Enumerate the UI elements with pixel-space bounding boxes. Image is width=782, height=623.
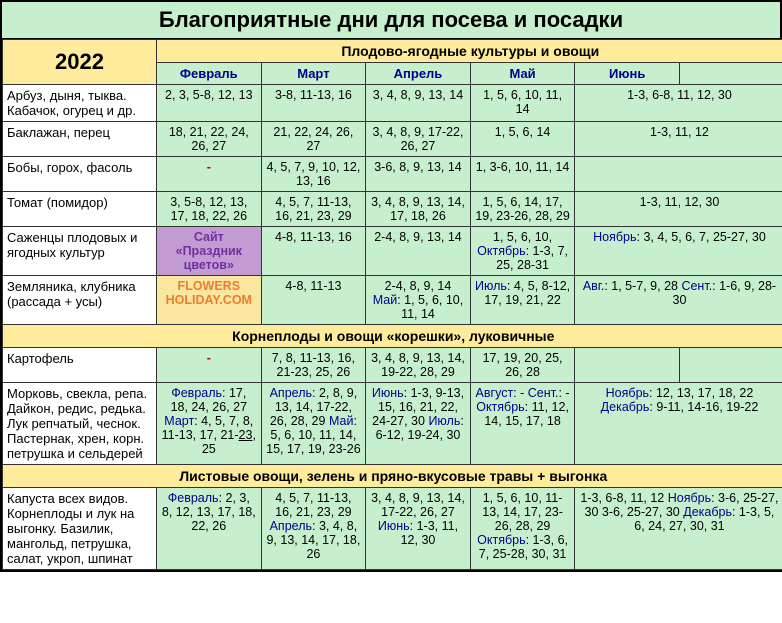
- month-header: Февраль: [157, 63, 262, 85]
- month-header: Май: [470, 63, 575, 85]
- data-cell: 17, 19, 20, 25, 26, 28: [470, 348, 575, 383]
- row-label: Морковь, свекла, репа. Дайкон, редис, ре…: [3, 383, 157, 465]
- data-cell: 4, 5, 7, 11-13, 16, 21, 23, 29: [261, 192, 366, 227]
- data-cell: 4, 5, 7, 11-13, 16, 21, 23, 29 Апрель: 3…: [261, 488, 366, 570]
- data-cell: 18, 21, 22, 24, 26, 27: [157, 122, 262, 157]
- data-cell: 3, 4, 8, 9, 17-22, 26, 27: [366, 122, 471, 157]
- data-cell: 1, 3-6, 10, 11, 14: [470, 157, 575, 192]
- data-cell: 4-8, 11-13, 16: [261, 227, 366, 276]
- data-cell: 7, 8, 11-13, 16, 21-23, 25, 26: [261, 348, 366, 383]
- data-cell: -: [157, 157, 262, 192]
- year-cell: 2022: [3, 40, 157, 85]
- row-label: Саженцы плодовых и ягодных культур: [3, 227, 157, 276]
- data-cell: Апрель: 2, 8, 9, 13, 14, 17-22, 26, 28, …: [261, 383, 366, 465]
- section-root: Корнеплоды и овощи «корешки», луковичные: [3, 325, 782, 348]
- data-cell: Август: - Сент.: - Октябрь: 11, 12, 14, …: [470, 383, 575, 465]
- data-cell: 3, 5-8, 12, 13, 17, 18, 22, 26: [157, 192, 262, 227]
- data-cell: [575, 348, 680, 383]
- data-cell: 3-6, 8, 9, 13, 14: [366, 157, 471, 192]
- row-label: Капуста всех видов. Корнеплоды и лук на …: [3, 488, 157, 570]
- month-header: Март: [261, 63, 366, 85]
- data-cell: 2-4, 8, 9, 14 Май: 1, 5, 6, 10, 11, 14: [366, 276, 471, 325]
- row-label: Бобы, горох, фасоль: [3, 157, 157, 192]
- row-label: Картофель: [3, 348, 157, 383]
- data-cell: Февраль: 2, 3, 8, 12, 13, 17, 18, 22, 26: [157, 488, 262, 570]
- data-cell: 2-4, 8, 9, 13, 14: [366, 227, 471, 276]
- data-cell: 4-8, 11-13: [261, 276, 366, 325]
- row-label: Томат (помидор): [3, 192, 157, 227]
- data-cell: 1-3, 11, 12, 30: [575, 192, 782, 227]
- calendar-wrapper: Благоприятные дни для посева и посадки 2…: [0, 0, 782, 572]
- data-cell: 1, 5, 6, 14: [470, 122, 575, 157]
- data-cell: 1, 5, 6, 10, Октябрь: 1-3, 7, 25, 28-31: [470, 227, 575, 276]
- data-cell: [575, 157, 782, 192]
- data-cell: 3, 4, 8, 9, 13, 14, 19-22, 28, 29: [366, 348, 471, 383]
- data-cell: 3, 4, 8, 9, 13, 14, 17, 18, 26: [366, 192, 471, 227]
- data-cell: Авг.: 1, 5-7, 9, 28 Сент.: 1-6, 9, 28-30: [575, 276, 782, 325]
- data-cell: 3, 4, 8, 9, 13, 14: [366, 85, 471, 122]
- data-cell: 2, 3, 5-8, 12, 13: [157, 85, 262, 122]
- row-label: Земляника, клубника (рассада + усы): [3, 276, 157, 325]
- data-cell: Сайт «Праздник цветов»: [157, 227, 262, 276]
- data-cell: [679, 348, 782, 383]
- data-cell: 1, 5, 6, 10, 11-13, 14, 17, 23-26, 28, 2…: [470, 488, 575, 570]
- data-cell: Ноябрь: 12, 13, 17, 18, 22 Декабрь: 9-11…: [575, 383, 782, 465]
- section-fruit: Плодово-ягодные культуры и овощи: [157, 40, 782, 63]
- data-cell: Февраль: 17, 18, 24, 26, 27 Март: 4, 5, …: [157, 383, 262, 465]
- month-header: Июнь: [575, 63, 680, 85]
- data-cell: -: [157, 348, 262, 383]
- month-header: Апрель: [366, 63, 471, 85]
- main-title: Благоприятные дни для посева и посадки: [2, 2, 780, 39]
- data-cell: Июнь: 1-3, 9-13, 15, 16, 21, 22, 24-27, …: [366, 383, 471, 465]
- data-cell: 1-3, 6-8, 11, 12 Ноябрь: 3-6, 25-27, 30 …: [575, 488, 782, 570]
- data-cell: Июль: 4, 5, 8-12, 17, 19, 21, 22: [470, 276, 575, 325]
- month-header-extra: [679, 63, 782, 85]
- data-cell: 21, 22, 24, 26, 27: [261, 122, 366, 157]
- data-cell: 1, 5, 6, 14, 17, 19, 23-26, 28, 29: [470, 192, 575, 227]
- data-cell: 1-3, 6-8, 11, 12, 30: [575, 85, 782, 122]
- data-cell: 3-8, 11-13, 16: [261, 85, 366, 122]
- section-leaf: Листовые овощи, зелень и пряно-вкусовые …: [3, 465, 782, 488]
- data-cell: FLOWERS HOLIDAY.COM: [157, 276, 262, 325]
- data-cell: 1, 5, 6, 10, 11, 14: [470, 85, 575, 122]
- data-cell: 3, 4, 8, 9, 13, 14, 17-22, 26, 27 Июнь: …: [366, 488, 471, 570]
- data-cell: 1-3, 11, 12: [575, 122, 782, 157]
- data-cell: Ноябрь: 3, 4, 5, 6, 7, 25-27, 30: [575, 227, 782, 276]
- row-label: Арбуз, дыня, тыква. Кабачок, огурец и др…: [3, 85, 157, 122]
- row-label: Баклажан, перец: [3, 122, 157, 157]
- calendar-table: 2022 Плодово-ягодные культуры и овощи Фе…: [2, 39, 782, 570]
- data-cell: 4, 5, 7, 9, 10, 12, 13, 16: [261, 157, 366, 192]
